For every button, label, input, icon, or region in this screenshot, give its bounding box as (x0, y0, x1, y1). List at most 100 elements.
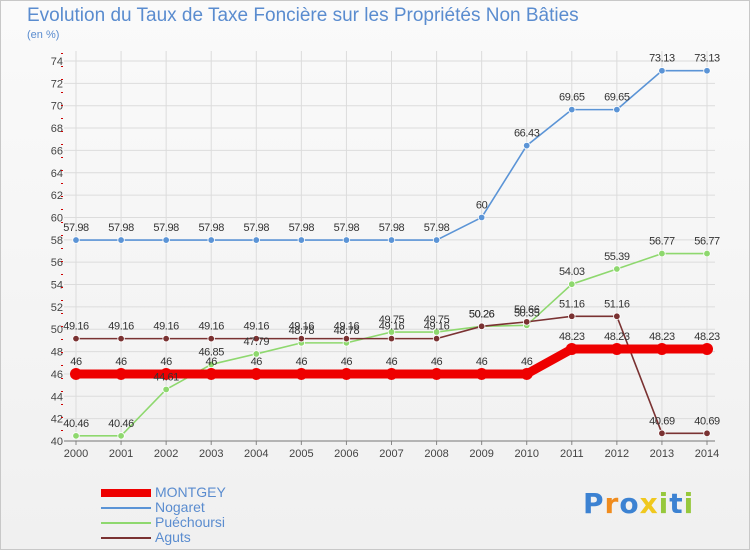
data-point (703, 67, 711, 75)
logo-letter: t (669, 487, 684, 520)
data-point (205, 367, 218, 380)
data-point (568, 105, 576, 114)
data-point (342, 334, 351, 343)
legend-item-puéchoursi: Puéchoursi (101, 514, 301, 530)
logo-letter: P (583, 487, 605, 520)
logo-letter: i (683, 487, 695, 520)
legend-swatch (101, 507, 151, 509)
y-tick-label: 48 (51, 347, 63, 359)
data-label: 49.16 (153, 321, 179, 333)
data-label: 69.65 (559, 92, 585, 104)
data-label: 50.35 (514, 307, 540, 319)
data-point (387, 334, 396, 343)
y-tick-label: 74 (51, 56, 63, 68)
data-point (477, 213, 486, 222)
data-point (70, 367, 82, 380)
data-label: 47.79 (244, 336, 270, 348)
data-label: 44.61 (153, 371, 179, 383)
data-label: 55.39 (604, 251, 630, 263)
y-tick-label: 60 (51, 212, 63, 224)
x-tick-label: 2002 (154, 448, 178, 460)
data-point (250, 367, 263, 380)
data-label: 46 (205, 356, 217, 368)
data-label: 46 (160, 356, 172, 368)
data-point (162, 236, 170, 244)
y-tick-label: 52 (51, 302, 63, 314)
y-tick-label: 54 (51, 280, 63, 292)
data-point (432, 334, 441, 343)
x-tick-label: 2006 (334, 448, 358, 460)
data-label: 46 (521, 356, 533, 368)
data-point (340, 367, 353, 380)
chart-title: Evolution du Taux de Taxe Foncière sur l… (27, 5, 579, 26)
data-label: 57.98 (289, 222, 315, 234)
data-label: 66.43 (514, 128, 540, 140)
data-point (523, 318, 531, 326)
data-label: 57.98 (424, 222, 450, 234)
data-label: 48.23 (559, 331, 585, 343)
proxiti-logo: Proxiti (583, 487, 694, 520)
data-point (117, 432, 125, 440)
legend-swatch (101, 489, 151, 497)
x-tick-label: 2001 (109, 448, 133, 460)
data-point (117, 334, 125, 343)
x-tick-label: 2010 (514, 448, 538, 460)
data-point (342, 236, 351, 244)
data-label: 54.03 (559, 266, 585, 278)
x-tick-label: 2011 (560, 448, 584, 460)
data-point (72, 334, 80, 343)
data-point (207, 334, 215, 343)
legend-label: Puéchoursi (155, 514, 226, 530)
legend-item-montgey: MONTGEY (101, 484, 301, 500)
y-tick-label: 72 (51, 78, 63, 90)
data-label: 57.98 (153, 222, 179, 234)
data-label: 48.23 (604, 331, 630, 343)
data-point (613, 265, 621, 273)
x-tick-label: 2000 (64, 448, 88, 460)
data-point (703, 429, 711, 437)
data-label: 57.98 (379, 222, 405, 234)
data-point (568, 312, 576, 320)
data-label: 49.75 (424, 314, 450, 326)
data-label: 46 (476, 356, 488, 368)
data-point (207, 360, 215, 369)
logo-letter: x (639, 487, 659, 520)
data-point (703, 249, 711, 258)
x-tick-label: 2007 (379, 448, 403, 460)
x-tick-label: 2005 (289, 448, 313, 460)
data-label: 40.46 (108, 418, 134, 430)
data-label: 46 (115, 356, 127, 368)
x-tick-label: 2003 (199, 448, 223, 460)
data-point (613, 312, 621, 320)
y-tick-label: 62 (51, 190, 63, 202)
legend-label: Nogaret (155, 499, 205, 515)
data-point (658, 429, 666, 437)
x-tick-label: 2004 (244, 448, 268, 460)
x-tick-label: 2009 (469, 448, 493, 460)
data-point (72, 432, 80, 440)
logo-letter: i (658, 487, 670, 520)
y-tick-label: 42 (51, 414, 63, 426)
data-label: 50.66 (514, 304, 540, 316)
legend-item-aguts: Aguts (101, 529, 301, 545)
data-label: 51.16 (604, 298, 630, 310)
data-point (701, 343, 713, 356)
data-point (297, 334, 306, 343)
data-label: 48.78 (289, 325, 315, 337)
data-point (520, 367, 533, 380)
legend-item-nogaret: Nogaret (101, 499, 301, 515)
logo-letter: o (619, 487, 640, 520)
legend-label: Aguts (155, 529, 191, 545)
x-tick-label: 2012 (605, 448, 629, 460)
data-label: 46 (431, 356, 443, 368)
legend: MONTGEY Nogaret Puéchoursi Aguts (101, 484, 301, 545)
data-point (565, 343, 578, 356)
data-point (477, 322, 486, 331)
y-tick-label: 56 (51, 257, 63, 269)
data-label: 56.77 (694, 236, 720, 248)
y-tick-label: 58 (51, 235, 63, 247)
logo-letter: r (604, 487, 620, 520)
data-point (387, 236, 396, 244)
data-label: 73.13 (694, 53, 720, 65)
x-tick-label: 2013 (650, 448, 674, 460)
